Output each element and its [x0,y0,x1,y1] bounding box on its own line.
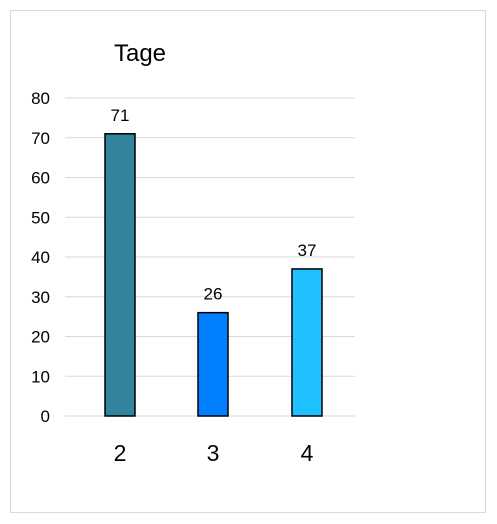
data-label-3: 26 [204,285,223,304]
bars [104,133,323,417]
y-tick-label: 40 [31,248,50,267]
y-tick-label: 50 [31,208,50,227]
y-axis-ticks: 0 10 20 30 40 50 60 70 80 [31,89,50,426]
bar-4 [291,268,323,417]
y-tick-label: 10 [31,367,50,386]
chart-title: Tage [114,40,166,67]
y-tick-label: 20 [31,328,50,347]
y-tick-label: 0 [41,407,50,426]
category-label-4: 4 [301,440,314,466]
y-tick-label: 60 [31,169,50,188]
chart-frame [10,10,486,513]
category-label-2: 2 [114,440,127,466]
y-tick-label: 80 [31,89,50,108]
y-tick-label: 30 [31,288,50,307]
category-label-3: 3 [207,440,220,466]
bar-3 [197,311,229,417]
data-labels: 71 26 37 [111,106,317,304]
x-axis-categories: 2 3 4 [114,440,314,466]
data-label-4: 37 [298,241,317,260]
y-tick-label: 70 [31,129,50,148]
data-label-2: 71 [111,106,130,125]
bar-2 [104,133,136,417]
